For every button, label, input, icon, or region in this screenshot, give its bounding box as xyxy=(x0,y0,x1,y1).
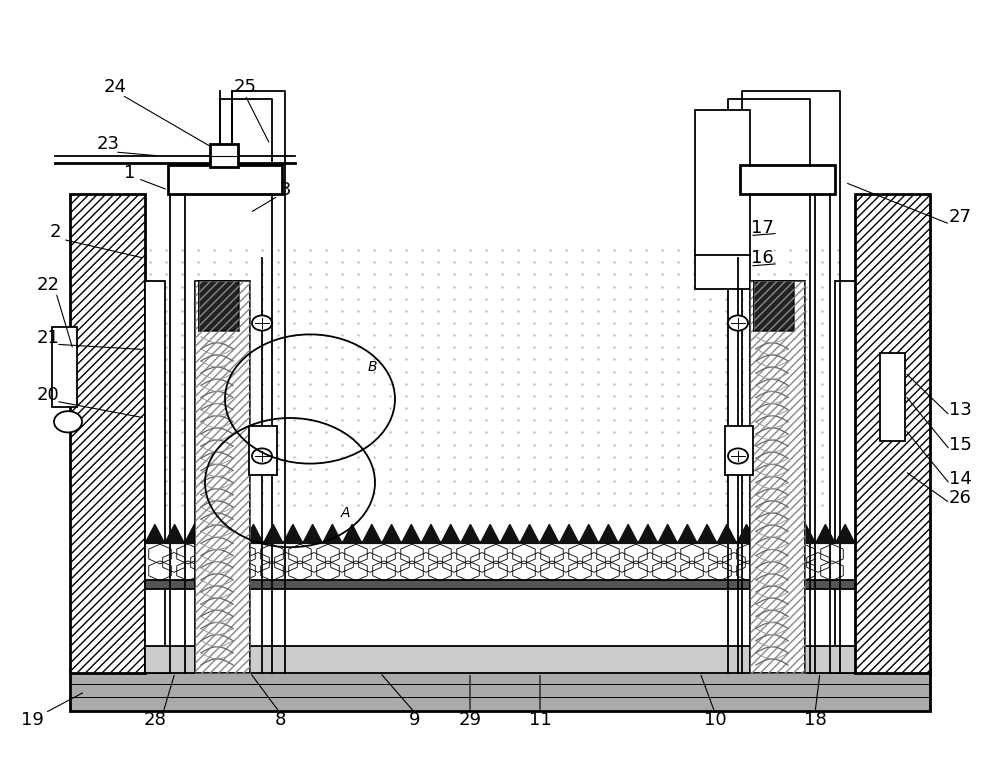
Text: 29: 29 xyxy=(458,711,482,730)
Bar xyxy=(145,542,855,581)
Bar xyxy=(145,580,855,589)
Text: 21: 21 xyxy=(37,329,59,347)
Bar xyxy=(199,281,239,331)
Polygon shape xyxy=(697,524,717,543)
Polygon shape xyxy=(835,524,855,543)
Bar xyxy=(750,281,805,673)
Bar xyxy=(750,281,805,673)
Polygon shape xyxy=(816,524,835,543)
Text: 26: 26 xyxy=(949,489,971,507)
Text: B: B xyxy=(367,360,377,374)
Circle shape xyxy=(252,315,272,331)
Polygon shape xyxy=(322,524,342,543)
Bar xyxy=(195,281,250,673)
Polygon shape xyxy=(638,524,658,543)
Text: 25: 25 xyxy=(234,78,256,97)
Text: 24: 24 xyxy=(104,78,126,97)
Polygon shape xyxy=(184,524,204,543)
Bar xyxy=(199,281,239,331)
Text: 15: 15 xyxy=(949,435,971,454)
Polygon shape xyxy=(263,524,283,543)
Bar xyxy=(70,669,930,711)
Polygon shape xyxy=(717,524,737,543)
Bar xyxy=(249,426,277,475)
Bar xyxy=(145,646,855,673)
Text: 14: 14 xyxy=(949,470,971,488)
Polygon shape xyxy=(362,524,382,543)
Bar xyxy=(880,353,905,441)
Text: 17: 17 xyxy=(751,219,773,237)
Bar xyxy=(729,84,810,103)
Polygon shape xyxy=(500,524,520,543)
Text: 13: 13 xyxy=(949,401,971,420)
Bar xyxy=(168,165,282,194)
Bar xyxy=(855,194,930,673)
Text: 28: 28 xyxy=(144,711,166,730)
Polygon shape xyxy=(756,524,776,543)
Polygon shape xyxy=(599,524,618,543)
Bar xyxy=(740,165,835,194)
Polygon shape xyxy=(145,524,165,543)
Bar xyxy=(210,144,238,167)
Polygon shape xyxy=(559,524,579,543)
Circle shape xyxy=(54,411,82,432)
Bar xyxy=(835,281,855,673)
Polygon shape xyxy=(678,524,697,543)
Bar xyxy=(754,281,794,331)
Text: 16: 16 xyxy=(751,249,773,268)
Polygon shape xyxy=(401,524,421,543)
Text: 11: 11 xyxy=(529,711,551,730)
Text: 19: 19 xyxy=(21,711,43,730)
Polygon shape xyxy=(204,524,224,543)
Circle shape xyxy=(252,448,272,464)
Polygon shape xyxy=(480,524,500,543)
Polygon shape xyxy=(461,524,480,543)
Polygon shape xyxy=(737,524,756,543)
Bar xyxy=(145,281,165,673)
Polygon shape xyxy=(224,524,244,543)
Polygon shape xyxy=(618,524,638,543)
Text: 2: 2 xyxy=(49,223,61,241)
Polygon shape xyxy=(796,524,816,543)
Text: 8: 8 xyxy=(274,711,286,730)
Polygon shape xyxy=(441,524,461,543)
Text: 10: 10 xyxy=(704,711,726,730)
Polygon shape xyxy=(520,524,539,543)
Text: 23: 23 xyxy=(96,135,120,154)
Circle shape xyxy=(728,448,748,464)
Circle shape xyxy=(728,315,748,331)
Polygon shape xyxy=(342,524,362,543)
Text: 22: 22 xyxy=(36,276,60,294)
Text: 18: 18 xyxy=(804,711,826,730)
Polygon shape xyxy=(165,524,184,543)
Polygon shape xyxy=(283,524,303,543)
Polygon shape xyxy=(382,524,401,543)
Text: 20: 20 xyxy=(37,386,59,404)
Bar xyxy=(70,194,145,673)
Bar xyxy=(695,110,750,289)
Polygon shape xyxy=(303,524,322,543)
Text: 27: 27 xyxy=(948,207,972,226)
Text: 1: 1 xyxy=(124,163,136,182)
Bar xyxy=(725,426,753,475)
Polygon shape xyxy=(579,524,599,543)
Bar xyxy=(754,281,794,331)
Text: A: A xyxy=(340,506,350,520)
Polygon shape xyxy=(539,524,559,543)
Polygon shape xyxy=(658,524,678,543)
Text: 9: 9 xyxy=(409,711,421,730)
Polygon shape xyxy=(244,524,263,543)
Text: 3: 3 xyxy=(279,181,291,199)
Bar xyxy=(52,327,77,407)
Polygon shape xyxy=(421,524,441,543)
Bar xyxy=(195,281,250,673)
Polygon shape xyxy=(776,524,796,543)
